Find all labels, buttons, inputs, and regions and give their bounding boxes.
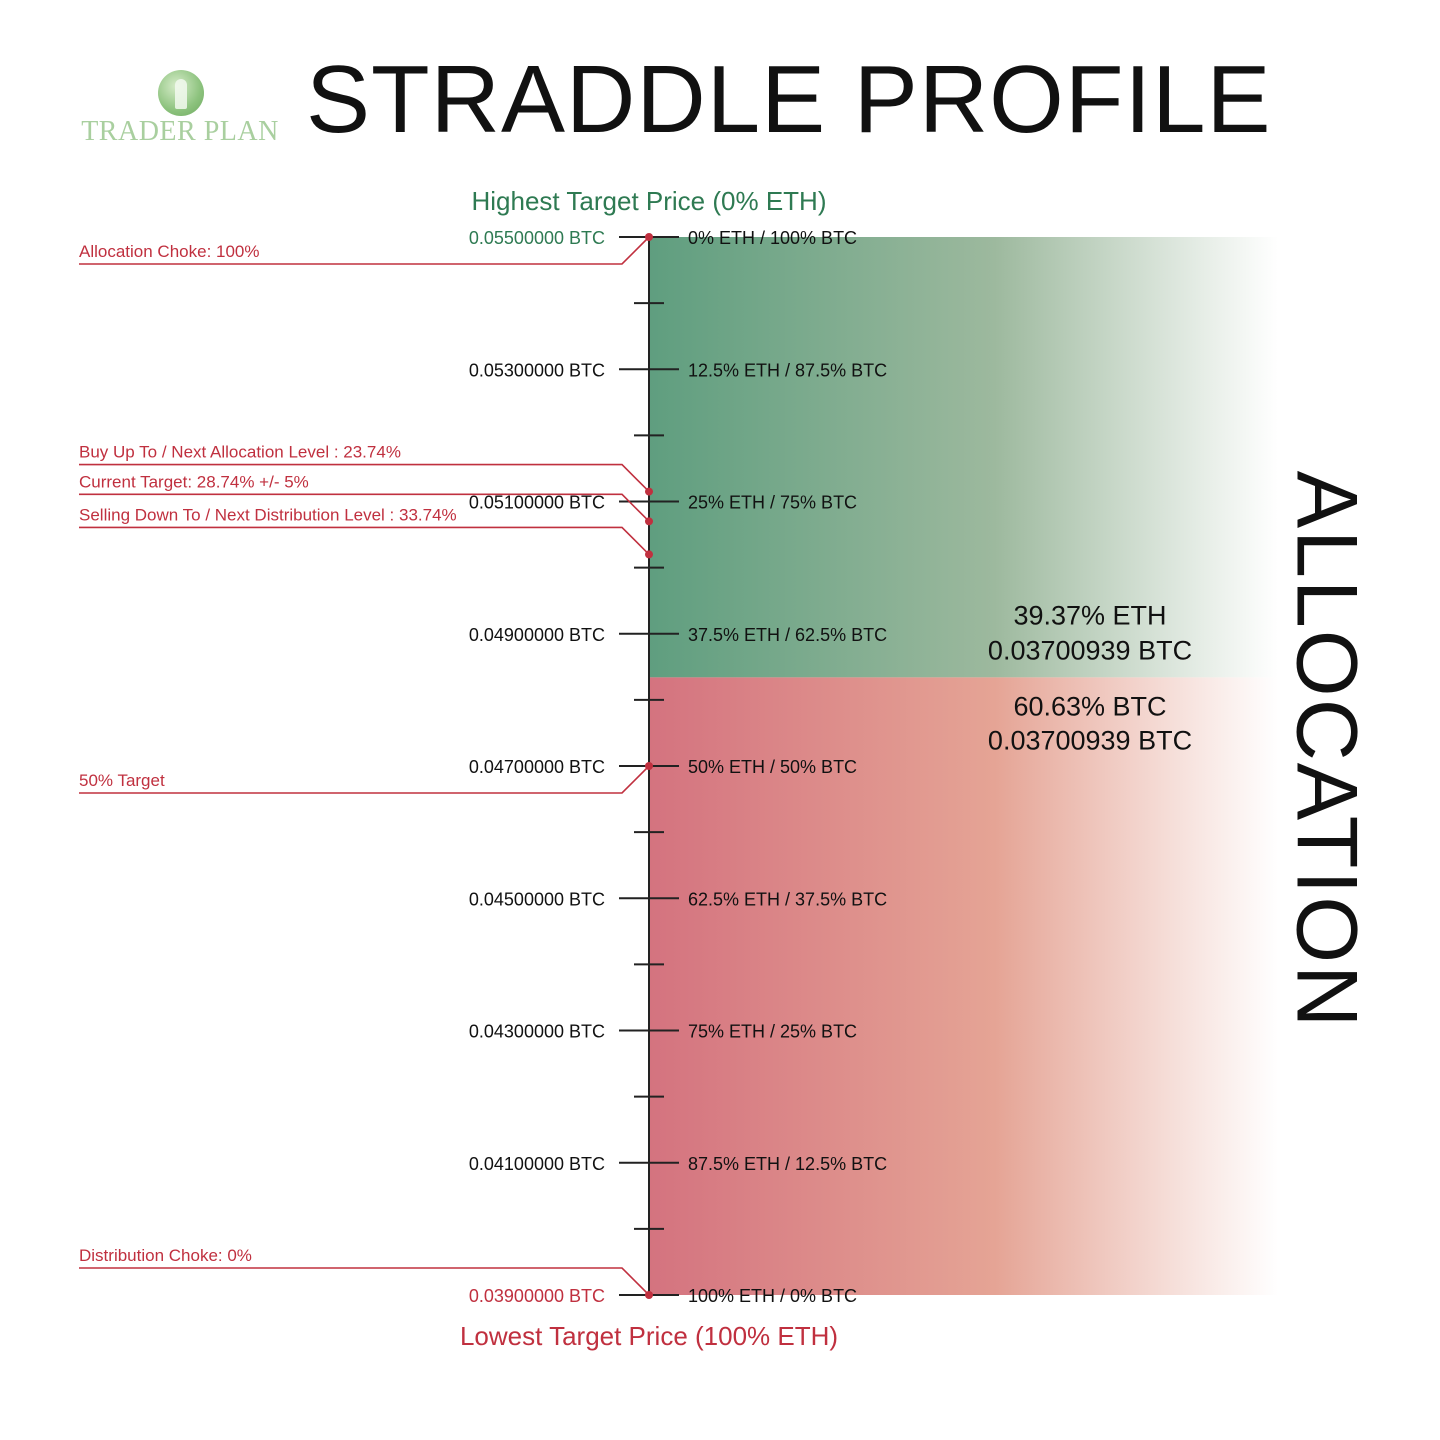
allocation-tick-label: 12.5% ETH / 87.5% BTC	[688, 360, 887, 380]
eth-percentage-label: 39.37% ETH	[1013, 600, 1166, 630]
btc-value-label: 0.03700939 BTC	[988, 725, 1192, 755]
annotation-marker	[645, 762, 653, 770]
page-title: STRADDLE PROFILE	[306, 46, 1272, 153]
annotation-marker	[645, 550, 653, 559]
price-tick-label: 0.05300000 BTC	[469, 360, 605, 380]
annotation-label: Distribution Choke: 0%	[79, 1246, 252, 1265]
allocation-side-label-text: ALLOCATION	[1278, 470, 1375, 1030]
annotation-leader-line	[79, 526, 650, 555]
logo-figure-icon	[175, 79, 187, 109]
allocation-tick-label: 50% ETH / 50% BTC	[688, 757, 857, 777]
lowest-target-price-label: Lowest Target Price (100% ETH)	[460, 1321, 838, 1351]
annotation-label: Allocation Choke: 100%	[79, 242, 260, 261]
allocation-tick-label: 0% ETH / 100% BTC	[688, 228, 857, 248]
price-tick-label: 0.05100000 BTC	[469, 493, 605, 513]
trader-plan-logo: TRADER PLAN	[74, 70, 286, 152]
allocation-tick-label: 25% ETH / 75% BTC	[688, 493, 857, 513]
btc-percentage-label: 60.63% BTC	[1013, 691, 1166, 721]
eth-value-label: 0.03700939 BTC	[988, 635, 1192, 665]
annotation-leader-line	[79, 463, 650, 493]
price-tick-label: 0.03900000 BTC	[469, 1286, 605, 1306]
price-tick-label: 0.04900000 BTC	[469, 625, 605, 645]
annotation-leader-line	[79, 765, 650, 794]
allocation-tick-label: 62.5% ETH / 37.5% BTC	[688, 889, 887, 909]
annotation-marker	[645, 233, 653, 241]
annotation-marker	[645, 517, 653, 526]
annotation-label: Selling Down To / Next Distribution Leve…	[79, 505, 457, 524]
price-tick-label: 0.04300000 BTC	[469, 1022, 605, 1042]
btc-allocation-area	[649, 677, 1278, 1295]
logo-text: TRADER PLAN	[81, 116, 279, 147]
annotation-label: 50% Target	[79, 771, 165, 790]
allocation-side-label: ALLOCATION	[1256, 460, 1396, 1040]
annotation-label: Current Target: 28.74% +/- 5%	[79, 472, 309, 491]
annotation-leader-line	[79, 1267, 650, 1296]
highest-target-price-label: Highest Target Price (0% ETH)	[472, 186, 827, 216]
annotation-marker	[645, 1291, 653, 1299]
allocation-tick-label: 37.5% ETH / 62.5% BTC	[688, 625, 887, 645]
price-tick-label: 0.05500000 BTC	[469, 228, 605, 248]
annotation-leader-line	[79, 493, 650, 522]
eth-allocation-area	[649, 237, 1278, 678]
allocation-tick-label: 100% ETH / 0% BTC	[688, 1286, 857, 1306]
allocation-tick-label: 87.5% ETH / 12.5% BTC	[688, 1154, 887, 1174]
annotation-label: Buy Up To / Next Allocation Level : 23.7…	[79, 443, 401, 462]
price-tick-label: 0.04500000 BTC	[469, 889, 605, 909]
price-tick-label: 0.04700000 BTC	[469, 757, 605, 777]
annotation-marker	[645, 487, 653, 496]
price-tick-label: 0.04100000 BTC	[469, 1154, 605, 1174]
allocation-tick-label: 75% ETH / 25% BTC	[688, 1022, 857, 1042]
annotation-leader-line	[79, 236, 650, 265]
